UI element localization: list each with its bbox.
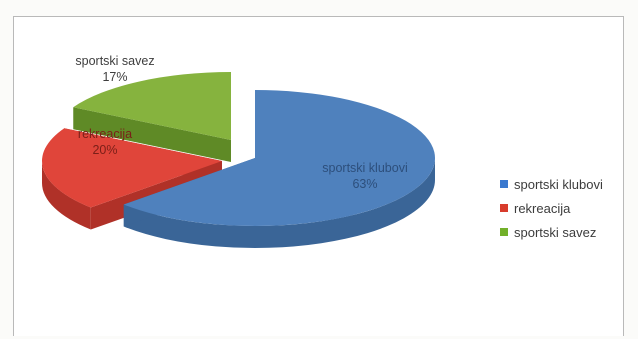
slice-value-label: 20%	[92, 143, 117, 157]
legend-label: sportski savez	[514, 224, 597, 240]
slice-category-label: sportski savez	[75, 54, 154, 68]
legend-item-sportski-savez: sportski savez	[500, 220, 603, 244]
legend-label: sportski klubovi	[514, 176, 603, 192]
slice-value-label: 17%	[102, 70, 127, 84]
slice-side	[42, 161, 91, 230]
slice-category-label: sportski klubovi	[322, 161, 407, 175]
slice-top	[123, 90, 435, 226]
chart-legend: sportski klubovi rekreacija sportski sav…	[500, 172, 603, 244]
legend-label: rekreacija	[514, 200, 571, 216]
legend-item-rekreacija: rekreacija	[500, 196, 603, 220]
slice-value-label: 63%	[352, 177, 377, 191]
pie-slice-sportski-klubovi: sportski klubovi 63%	[123, 90, 435, 249]
legend-swatch	[500, 228, 508, 236]
legend-item-sportski-klubovi: sportski klubovi	[500, 172, 603, 196]
slice-top	[42, 128, 222, 208]
slice-side	[123, 158, 435, 249]
legend-swatch	[500, 180, 508, 188]
pie-slice-sportski-savez: sportski savez 17%	[73, 54, 231, 162]
slice-edge	[73, 107, 231, 162]
slice-top	[73, 72, 231, 140]
pie-slice-rekreacija: rekreacija 20%	[42, 127, 222, 230]
legend-swatch	[500, 204, 508, 212]
slice-category-label: rekreacija	[78, 127, 132, 141]
